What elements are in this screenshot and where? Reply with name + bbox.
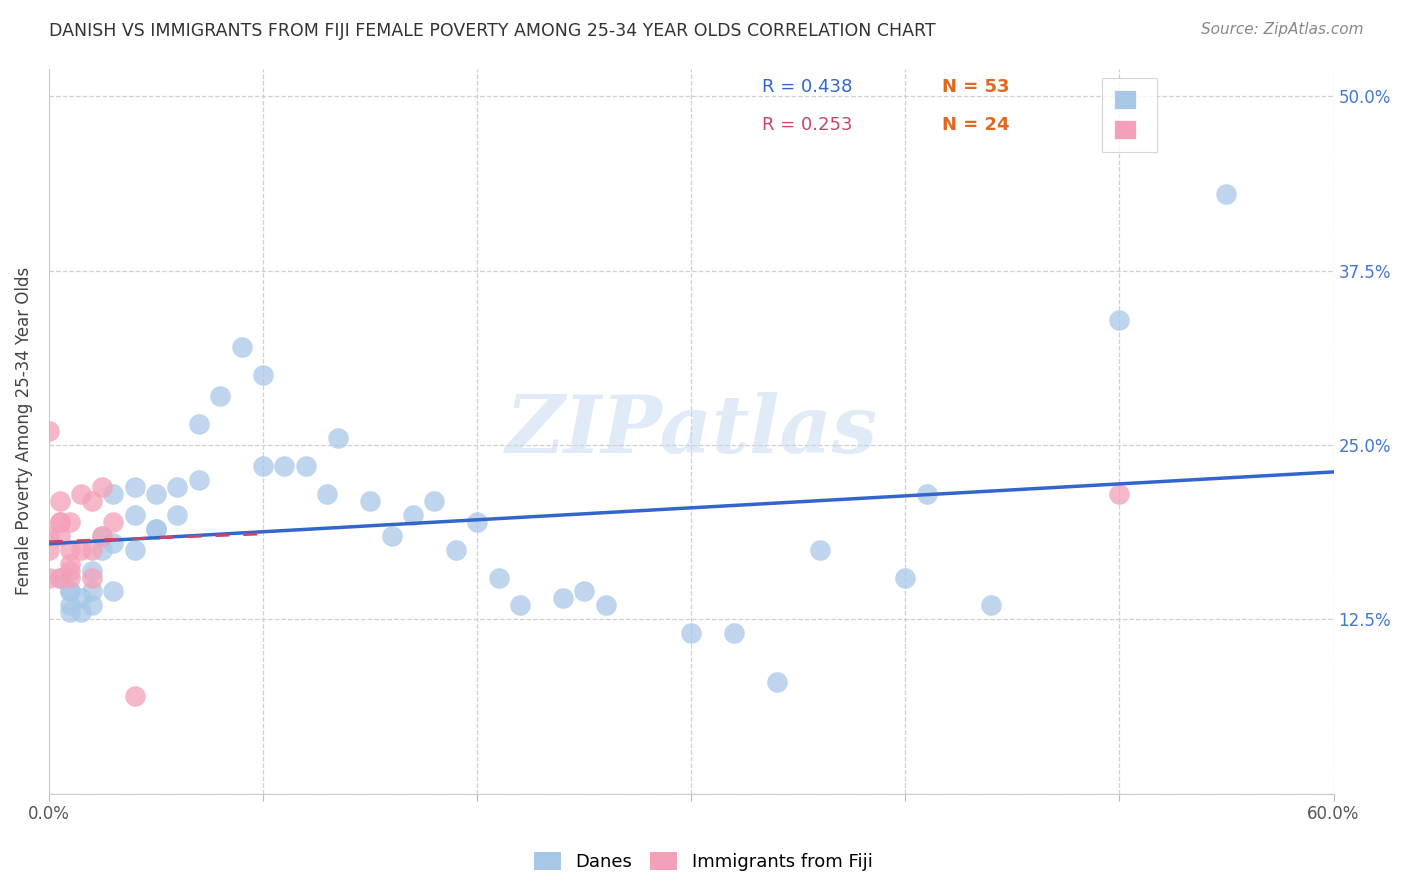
Point [574, 584, 596, 599]
Point [423, 493, 446, 508]
Point [1108, 487, 1130, 501]
Point [59, 584, 82, 599]
Point [38, 570, 60, 584]
Point [80, 493, 103, 508]
Point [465, 515, 488, 529]
Point [103, 535, 125, 549]
Text: N = 53: N = 53 [942, 78, 1010, 95]
Y-axis label: Female Poverty Among 25-34 Year Olds: Female Poverty Among 25-34 Year Olds [15, 267, 32, 595]
Point [316, 487, 339, 501]
Point [48, 570, 70, 584]
Point [103, 487, 125, 501]
Point [145, 522, 167, 536]
Point [145, 487, 167, 501]
Point [252, 368, 274, 383]
Text: ZIPatlas: ZIPatlas [505, 392, 877, 470]
Legend: , : , [1101, 78, 1157, 153]
Point [80, 570, 103, 584]
Point [38, 424, 60, 438]
Text: R = 0.253: R = 0.253 [762, 116, 852, 134]
Point [59, 557, 82, 571]
Point [894, 570, 917, 584]
Text: Source: ZipAtlas.com: Source: ZipAtlas.com [1201, 22, 1364, 37]
Point [48, 515, 70, 529]
Point [808, 542, 831, 557]
Point [59, 564, 82, 578]
Point [59, 606, 82, 620]
Point [59, 515, 82, 529]
Point [59, 599, 82, 613]
Point [273, 458, 295, 473]
Point [488, 570, 510, 584]
Point [1108, 312, 1130, 326]
Point [48, 493, 70, 508]
Point [231, 340, 253, 354]
Text: R = 0.438: R = 0.438 [762, 78, 852, 95]
Point [48, 570, 70, 584]
Legend: Danes, Immigrants from Fiji: Danes, Immigrants from Fiji [526, 845, 880, 879]
Point [91, 542, 114, 557]
Point [80, 542, 103, 557]
Text: DANISH VS IMMIGRANTS FROM FIJI FEMALE POVERTY AMONG 25-34 YEAR OLDS CORRELATION : DANISH VS IMMIGRANTS FROM FIJI FEMALE PO… [49, 22, 936, 40]
Point [70, 542, 93, 557]
Point [91, 480, 114, 494]
Point [595, 599, 617, 613]
Point [509, 599, 531, 613]
Point [359, 493, 381, 508]
Point [380, 529, 402, 543]
Point [38, 529, 60, 543]
Point [48, 515, 70, 529]
Point [124, 542, 146, 557]
Point [80, 584, 103, 599]
Point [166, 508, 188, 522]
Point [80, 599, 103, 613]
Point [252, 458, 274, 473]
Point [124, 508, 146, 522]
Point [187, 417, 209, 431]
Point [59, 542, 82, 557]
Point [444, 542, 467, 557]
Point [59, 584, 82, 599]
Point [1215, 187, 1237, 202]
Point [80, 564, 103, 578]
Point [70, 606, 93, 620]
Point [91, 529, 114, 543]
Point [980, 599, 1002, 613]
Point [326, 431, 349, 445]
Point [166, 480, 188, 494]
Point [187, 473, 209, 487]
Point [145, 522, 167, 536]
Point [915, 487, 938, 501]
Point [91, 529, 114, 543]
Point [209, 389, 232, 403]
Point [766, 675, 789, 690]
Text: N = 24: N = 24 [942, 116, 1010, 134]
Point [103, 584, 125, 599]
Point [59, 570, 82, 584]
Point [124, 480, 146, 494]
Point [38, 542, 60, 557]
Point [103, 515, 125, 529]
Point [70, 591, 93, 606]
Point [124, 689, 146, 703]
Point [723, 626, 745, 640]
Point [681, 626, 703, 640]
Point [402, 508, 425, 522]
Point [551, 591, 574, 606]
Point [295, 458, 318, 473]
Point [48, 529, 70, 543]
Point [70, 487, 93, 501]
